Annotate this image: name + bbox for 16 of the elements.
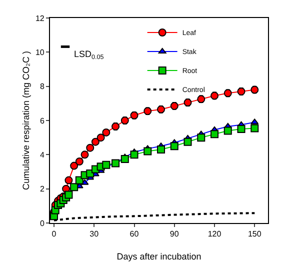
y-tick-label: 2 [40,184,45,194]
y-tick-label: 6 [40,116,45,126]
x-axis-title: Days after incubation [116,251,202,262]
x-tick-label: 150 [248,230,262,239]
y-axis-title: Cumulative respiration (mg CO₂C ) [20,50,31,190]
x-tick-label: 120 [208,230,222,239]
y-tick-label: 0 [40,218,45,228]
x-tick-label: 0 [52,230,57,239]
y-tick-label: 10 [35,48,45,57]
x-tick-label: 90 [170,230,180,239]
x-tick-label: 30 [90,230,100,239]
y-tick-label: 12 [35,14,45,23]
y-tick-label: 4 [40,150,45,160]
annotation: LSD$_{0.05}$ [74,49,104,61]
y-tick-label: 8 [40,82,45,92]
x-tick-label: 60 [130,230,140,239]
